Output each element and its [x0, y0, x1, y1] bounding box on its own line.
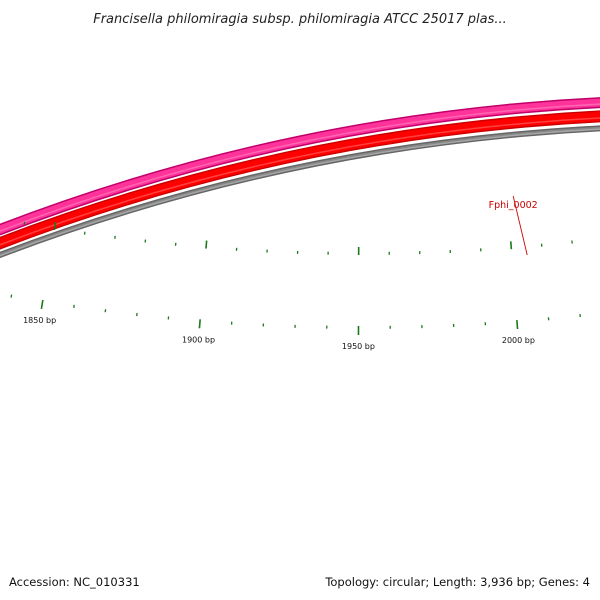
gene-label[interactable]: Fphi_0002	[489, 200, 538, 211]
tick-label-2000: 2000 bp	[502, 336, 535, 345]
cds-forward-track	[0, 111, 600, 249]
inner-major-tick	[53, 221, 57, 231]
tick-label-1850: 1850 bp	[23, 316, 56, 325]
cds-reverse-track	[0, 98, 600, 234]
inner-minor-tick	[23, 221, 26, 225]
inner-major-tick	[205, 240, 208, 249]
accession-text: Accession: NC_010331	[9, 575, 140, 589]
inner-tick-ring	[23, 221, 573, 256]
outer-major-tick	[516, 319, 519, 330]
backbone-track-highlight	[0, 128, 600, 257]
outer-major-tick	[40, 299, 44, 310]
gene-labels: Fphi_0002	[489, 195, 538, 256]
cds-forward-track-highlight	[0, 117, 600, 246]
map-title: Francisella philomiragia subsp. philomir…	[93, 12, 507, 27]
gene-pointer-line	[512, 195, 528, 256]
feature-tracks	[0, 97, 600, 259]
outer-minor-tick	[10, 294, 13, 298]
inner-major-tick	[509, 241, 513, 250]
map-summary-text: Topology: circular; Length: 3,936 bp; Ge…	[324, 575, 590, 589]
outer-tick-ring	[10, 294, 581, 335]
tick-label-1900: 1900 bp	[182, 335, 215, 344]
backbone-track	[0, 126, 600, 257]
cds-reverse-track-highlight	[0, 103, 600, 232]
outer-major-tick	[198, 319, 201, 329]
tick-label-1950: 1950 bp	[342, 342, 375, 351]
